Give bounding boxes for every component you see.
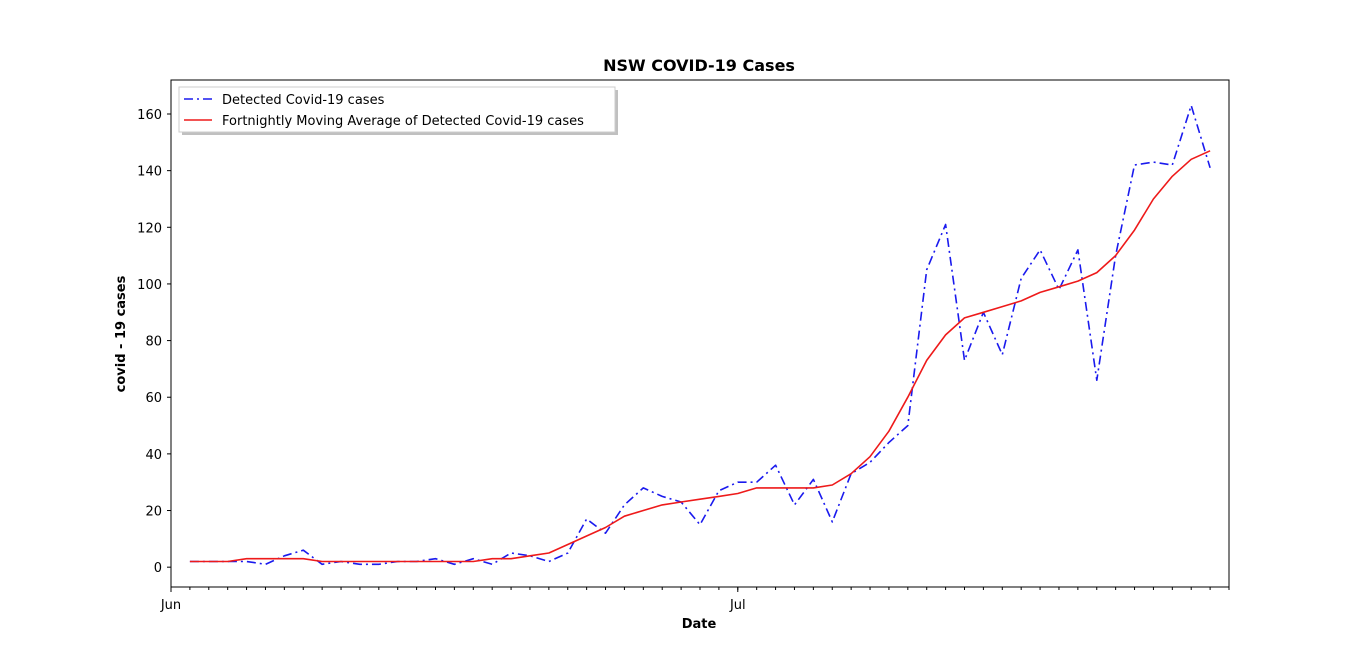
y-tick-label: 0 <box>154 561 162 576</box>
x-axis: Jun Jul <box>160 587 1230 613</box>
y-tick-label: 140 <box>137 165 162 180</box>
series-line-moving-average <box>189 150 1211 563</box>
series-layer <box>189 104 1211 566</box>
chart-title: NSW COVID-19 Cases <box>603 56 795 75</box>
y-tick-label: 120 <box>137 221 162 236</box>
series-line-detected-cases <box>189 104 1211 566</box>
plot-area <box>170 79 1230 588</box>
y-axis: 0 20 40 60 80 100 120 140 160 <box>137 108 171 576</box>
legend: Detected Covid-19 cases Fortnightly Movin… <box>178 86 618 135</box>
x-axis-label: Date <box>682 617 717 632</box>
x-tick-label: Jul <box>729 598 746 613</box>
y-tick-label: 100 <box>137 278 162 293</box>
y-tick-label: 20 <box>145 505 162 520</box>
y-tick-label: 160 <box>137 108 162 123</box>
legend-label: Detected Covid-19 cases <box>222 93 385 108</box>
legend-box <box>178 86 616 133</box>
x-tick-label: Jun <box>160 598 181 613</box>
y-tick-label: 60 <box>145 391 162 406</box>
y-axis-label: covid - 19 cases <box>114 275 129 392</box>
y-tick-label: 40 <box>145 448 162 463</box>
axes-frame <box>170 79 1230 588</box>
legend-label: Fortnightly Moving Average of Detected C… <box>222 114 584 129</box>
y-tick-label: 80 <box>145 335 162 350</box>
